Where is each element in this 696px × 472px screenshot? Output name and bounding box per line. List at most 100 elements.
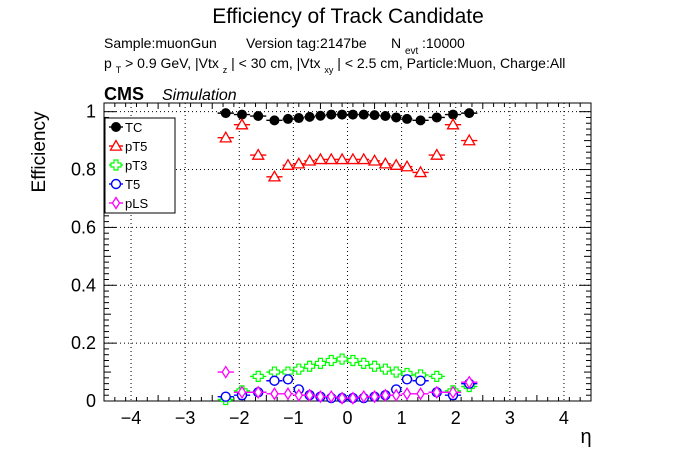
y-axis-label: Efficiency: [29, 111, 50, 192]
y-tick-label: 1: [86, 102, 96, 122]
data-point-pt3: [347, 354, 359, 367]
data-point-pls: [416, 387, 425, 401]
series-pls: [217, 365, 478, 405]
data-point-pls: [348, 391, 358, 405]
legend-marker: [110, 178, 122, 190]
data-point-pls: [402, 387, 412, 401]
data-point-tc: [220, 108, 231, 119]
data-point-tc: [464, 108, 475, 119]
x-tick-label: 2: [451, 408, 461, 428]
data-point-tc: [402, 113, 413, 124]
vtxz-subscript: z: [223, 65, 228, 75]
legend-marker: [111, 196, 121, 210]
data-point-pt5: [389, 158, 403, 170]
data-point-pls: [464, 375, 474, 389]
data-point-tc: [415, 115, 426, 126]
x-tick-label: −1: [283, 408, 304, 428]
x-tick-label: 3: [505, 408, 515, 428]
data-point-pt3: [390, 366, 402, 378]
data-point-tc: [236, 109, 247, 120]
nevt-symbol: N: [391, 35, 401, 51]
cms-sublabel: Simulation: [162, 87, 237, 104]
data-point-tc: [269, 115, 280, 126]
chart-subtitle-line2: p T > 0.9 GeV, |Vtx z | < 30 cm, |Vtx xy…: [104, 55, 565, 76]
data-point-pt5: [446, 117, 460, 130]
x-tick-label: 4: [559, 408, 569, 428]
series-pt5: [217, 117, 478, 182]
data-point-pt3: [293, 363, 305, 375]
data-point-tc: [326, 109, 337, 120]
data-point-tc: [282, 113, 293, 124]
data-point-pt5: [335, 152, 349, 165]
data-point-pls: [337, 391, 347, 405]
data-point-pls: [370, 389, 379, 404]
nevt-subscript: evt: [405, 46, 419, 57]
data-point-pt5: [251, 148, 265, 160]
y-tick-label: 0.6: [71, 217, 96, 237]
cms-label: CMS: [104, 84, 144, 104]
data-point-t5: [415, 375, 426, 386]
data-point-pt5: [346, 152, 360, 165]
data-point-pt5: [281, 158, 295, 170]
data-point-t5: [220, 391, 231, 402]
legend-label: T5: [125, 177, 140, 192]
data-point-pt3: [431, 370, 443, 383]
chart-title: Efficiency of Track Candidate: [212, 5, 484, 28]
cut-text-a: > 0.9 GeV, |Vtx: [125, 55, 219, 71]
grid-lines: [104, 103, 591, 402]
data-point-pt5: [430, 148, 444, 160]
data-point-pt5: [400, 159, 414, 172]
data-point-pls: [294, 388, 304, 402]
legend-marker: [110, 159, 122, 171]
data-point-pt3: [304, 360, 316, 372]
data-point-tc: [253, 111, 264, 122]
data-point-pt5: [378, 156, 392, 169]
data-point-pt5: [324, 152, 338, 165]
data-series: [217, 108, 478, 406]
data-point-t5: [282, 374, 294, 385]
data-point-tc: [304, 111, 315, 122]
data-point-tc: [391, 112, 402, 123]
series-tc: [217, 108, 478, 126]
data-point-pt3: [336, 353, 348, 365]
x-axis-label: η: [580, 426, 591, 448]
data-point-pt5: [413, 165, 428, 178]
data-point-pt3: [314, 357, 327, 369]
x-tick-label: 0: [342, 408, 352, 428]
data-point-pt3: [252, 370, 264, 383]
legend-label: TC: [125, 120, 142, 135]
x-tick-label: −3: [175, 408, 196, 428]
data-point-tc: [431, 112, 442, 123]
sample-text: Sample:muonGun: [104, 35, 217, 51]
data-point-t5: [269, 375, 280, 386]
data-point-pls: [270, 387, 279, 401]
data-point-pls: [221, 365, 231, 379]
data-point-tc: [347, 109, 358, 120]
data-point-pls: [448, 385, 458, 400]
data-point-pls: [283, 387, 293, 401]
y-tick-label: 0: [86, 391, 96, 411]
pt-symbol: p: [104, 55, 112, 71]
data-point-pt3: [358, 357, 370, 369]
data-point-pt3: [379, 363, 391, 375]
data-point-pt5: [462, 133, 476, 146]
data-point-pt5: [267, 169, 282, 182]
y-tick-label: 0.2: [71, 333, 96, 353]
data-point-pt5: [357, 152, 371, 165]
legend-marker: [109, 139, 123, 151]
x-tick-label: −4: [121, 408, 142, 428]
version-text: Version tag:2147be: [246, 35, 367, 51]
data-point-pls: [359, 389, 369, 404]
pt-subscript: T: [116, 65, 122, 75]
data-point-tc: [380, 111, 391, 122]
data-point-tc: [358, 109, 369, 120]
legend-label: pT3: [125, 158, 147, 173]
data-point-tc: [293, 113, 304, 124]
plot-frame: [103, 102, 592, 402]
data-point-pls: [237, 385, 247, 400]
data-point-pt5: [367, 154, 382, 166]
legend-item-tc: TC: [109, 120, 142, 135]
data-point-tc: [337, 109, 348, 120]
